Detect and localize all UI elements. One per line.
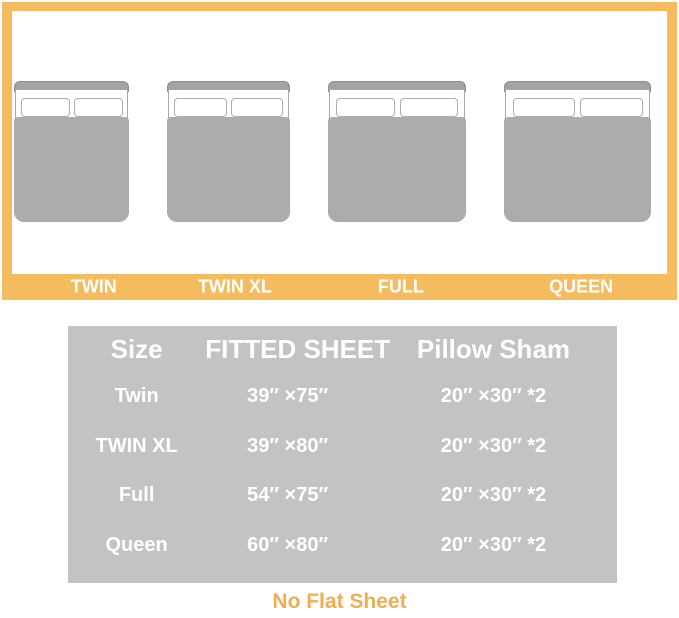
cell-size: Twin (114, 385, 159, 408)
headboard-icon (14, 81, 129, 92)
cell-pillow-sham: 20″ ×30″ *2 (440, 484, 547, 507)
no-flat-sheet-note: No Flat Sheet (272, 590, 407, 613)
size-chart-frame: TWIN TWIN XL FULL QUEEN (2, 2, 677, 300)
bed-label-full: FULL (377, 276, 424, 297)
cell-pillow-sham: 20″ ×30″ *2 (440, 385, 547, 408)
table-row-twin: Twin 39″ ×75″ 20″ ×30″ *2 (68, 372, 617, 422)
cell-pillow-sham: 20″ ×30″ *2 (440, 533, 547, 556)
table-row-full: Full 54″ ×75″ 20″ ×30″ *2 (68, 471, 617, 521)
cell-fitted-sheet: 39″ ×80″ (247, 434, 329, 457)
pillow-icon (230, 98, 284, 117)
pillow-icon (399, 98, 459, 117)
bed-label-twin: TWIN (70, 276, 117, 297)
bed-label-queen: QUEEN (549, 276, 614, 297)
bed-label-twin-xl: TWIN XL (197, 276, 272, 297)
cell-fitted-sheet: 54″ ×75″ (247, 484, 329, 507)
bed-size-labels-bar: TWIN TWIN XL FULL QUEEN (2, 274, 677, 300)
headboard-icon (504, 81, 651, 92)
table-row-twin-xl: TWIN XL 39″ ×80″ 20″ ×30″ *2 (68, 422, 617, 472)
size-table: Size FITTED SHEET Pillow Sham Twin 39″ ×… (68, 326, 617, 583)
column-header-pillow-sham: Pillow Sham (416, 333, 571, 364)
bed-illustration-twin-xl (167, 81, 290, 222)
bed-illustration-full (328, 81, 466, 222)
column-header-size: Size (110, 333, 163, 364)
fitted-sheet-icon (167, 117, 290, 222)
pillow-icon (512, 98, 576, 117)
fitted-sheet-icon (328, 117, 466, 222)
cell-fitted-sheet: 39″ ×75″ (247, 385, 329, 408)
bed-illustration-twin (14, 81, 129, 222)
pillow-icon (73, 98, 123, 117)
headboard-icon (167, 81, 290, 92)
cell-pillow-sham: 20″ ×30″ *2 (440, 434, 547, 457)
cell-fitted-sheet: 60″ ×80″ (247, 533, 329, 556)
table-header-row: Size FITTED SHEET Pillow Sham (68, 326, 617, 372)
pillow-icon (336, 98, 395, 117)
cell-size: Queen (105, 533, 168, 556)
headboard-icon (328, 81, 466, 92)
fitted-sheet-icon (504, 117, 651, 222)
bed-illustrations-row (14, 81, 651, 223)
pillow-icon (20, 98, 71, 117)
cell-size: Full (118, 484, 155, 507)
column-header-fitted-sheet: FITTED SHEET (205, 333, 391, 364)
pillow-icon (580, 98, 643, 117)
fitted-sheet-icon (14, 117, 129, 222)
cell-size: TWIN XL (95, 434, 178, 457)
table-row-queen: Queen 60″ ×80″ 20″ ×30″ *2 (68, 521, 617, 571)
bed-illustration-queen (504, 81, 651, 222)
pillow-icon (174, 98, 227, 117)
